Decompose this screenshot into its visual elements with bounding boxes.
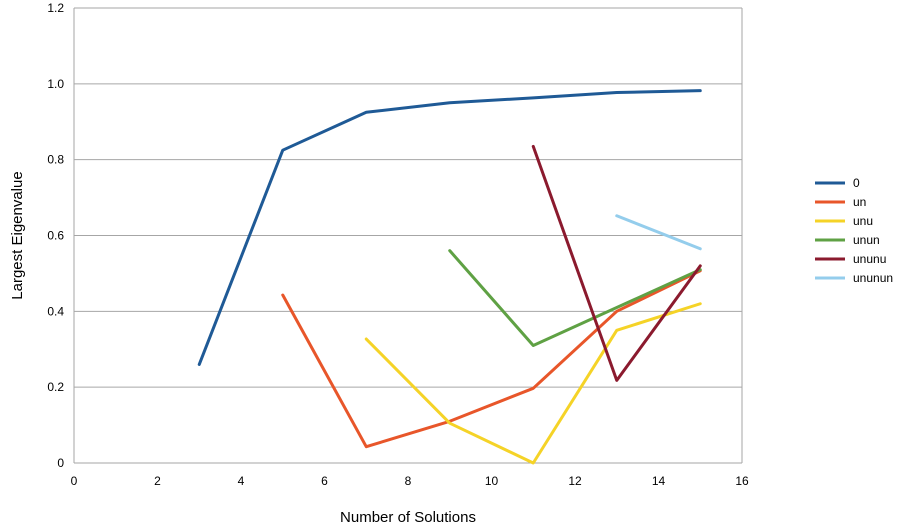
x-tick-label: 10 (485, 474, 499, 488)
y-axis-title: Largest Eigenvalue (9, 171, 26, 299)
x-tick-label: 14 (652, 474, 666, 488)
legend-label: un (853, 195, 866, 209)
x-tick-label: 4 (238, 474, 245, 488)
x-tick-label: 8 (405, 474, 412, 488)
series-line-ununu (531, 144, 702, 382)
x-axis-title: Number of Solutions (340, 509, 476, 526)
x-tick-label: 6 (321, 474, 328, 488)
x-tick-label: 12 (568, 474, 582, 488)
x-tick-label: 0 (71, 474, 78, 488)
series-line-unu (364, 302, 702, 465)
legend-label: ununun (853, 271, 893, 285)
series-line-ununun (615, 214, 702, 251)
series-lines (197, 89, 702, 465)
legend-label: ununu (853, 252, 886, 266)
legend-label: unu (853, 214, 873, 228)
series-line-0 (197, 89, 702, 366)
axes (73, 8, 743, 464)
series-line-unun (448, 249, 702, 347)
x-tick-label: 2 (154, 474, 161, 488)
legend-label: unun (853, 233, 880, 247)
gridlines (74, 7, 742, 388)
y-tick-label: 0.4 (47, 304, 64, 318)
series-line-un (281, 269, 702, 449)
x-tick-label: 16 (735, 474, 749, 488)
y-tick-label: 0.2 (47, 380, 64, 394)
y-tick-label: 0.6 (47, 229, 64, 243)
y-tick-label: 0.8 (47, 153, 64, 167)
y-tick-label: 0 (57, 456, 64, 470)
y-tick-label: 1.0 (47, 77, 64, 91)
legend-label: 0 (853, 176, 860, 190)
tick-labels: 0 0.2 0.4 0.6 0.8 1.0 1.2 0 2 4 6 8 10 12 14 16 (47, 1, 749, 488)
y-tick-label: 1.2 (47, 1, 64, 15)
